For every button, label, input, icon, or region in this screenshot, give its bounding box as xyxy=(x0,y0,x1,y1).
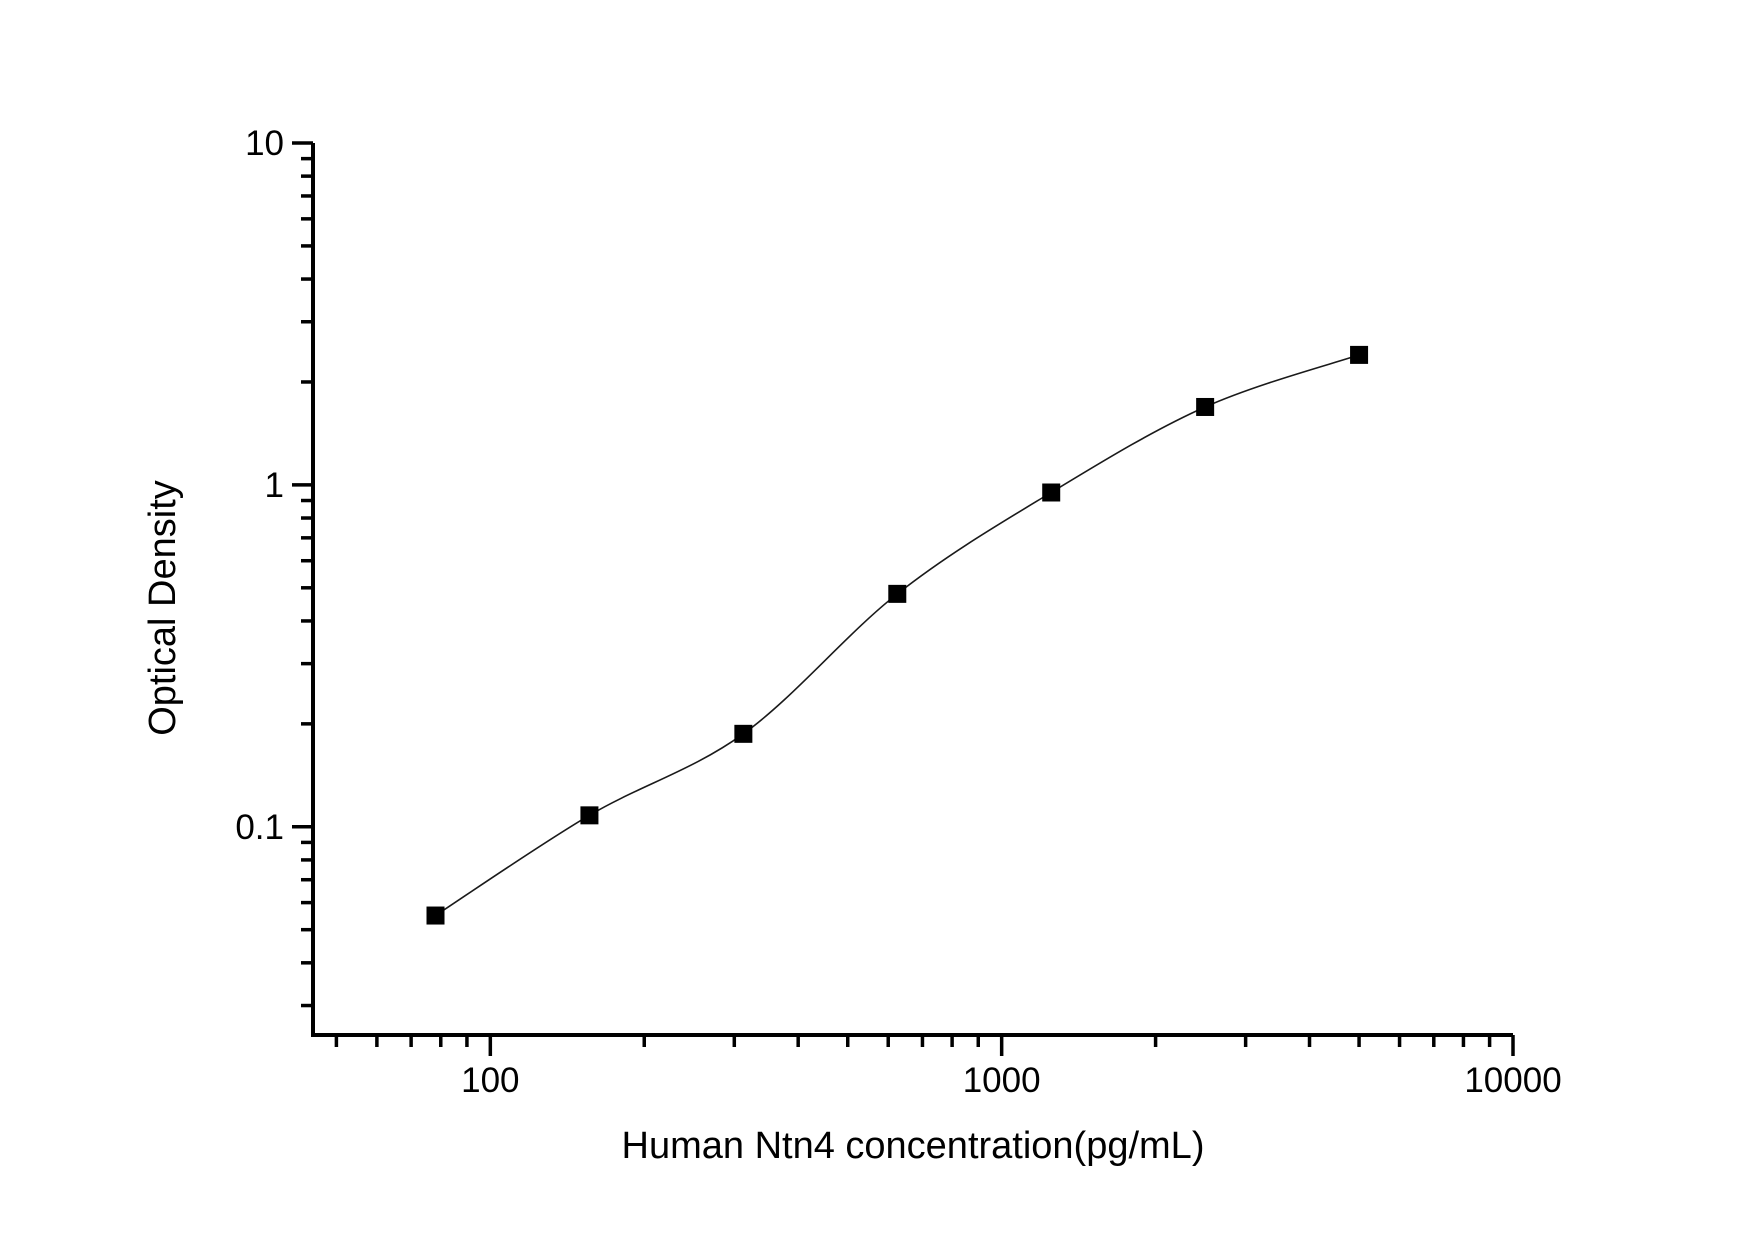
x-axis-title: Human Ntn4 concentration(pg/mL) xyxy=(621,1125,1205,1167)
y-tick-label: 0.1 xyxy=(235,808,284,847)
y-tick-label: 1 xyxy=(265,466,284,505)
data-point-marker xyxy=(1350,345,1369,364)
x-tick-label: 10000 xyxy=(1464,1061,1561,1100)
data-point-marker xyxy=(1196,397,1215,416)
data-point-marker xyxy=(580,806,599,825)
data-point-marker xyxy=(426,906,445,925)
data-point-marker xyxy=(888,584,907,603)
x-tick-label: 100 xyxy=(461,1061,519,1100)
data-point-marker xyxy=(734,724,753,743)
y-axis-title: Optical Density xyxy=(142,480,184,736)
data-point-marker xyxy=(1042,483,1061,502)
y-tick-label: 10 xyxy=(245,124,284,163)
fit-curve xyxy=(435,354,1360,917)
x-tick-label: 1000 xyxy=(963,1061,1041,1100)
